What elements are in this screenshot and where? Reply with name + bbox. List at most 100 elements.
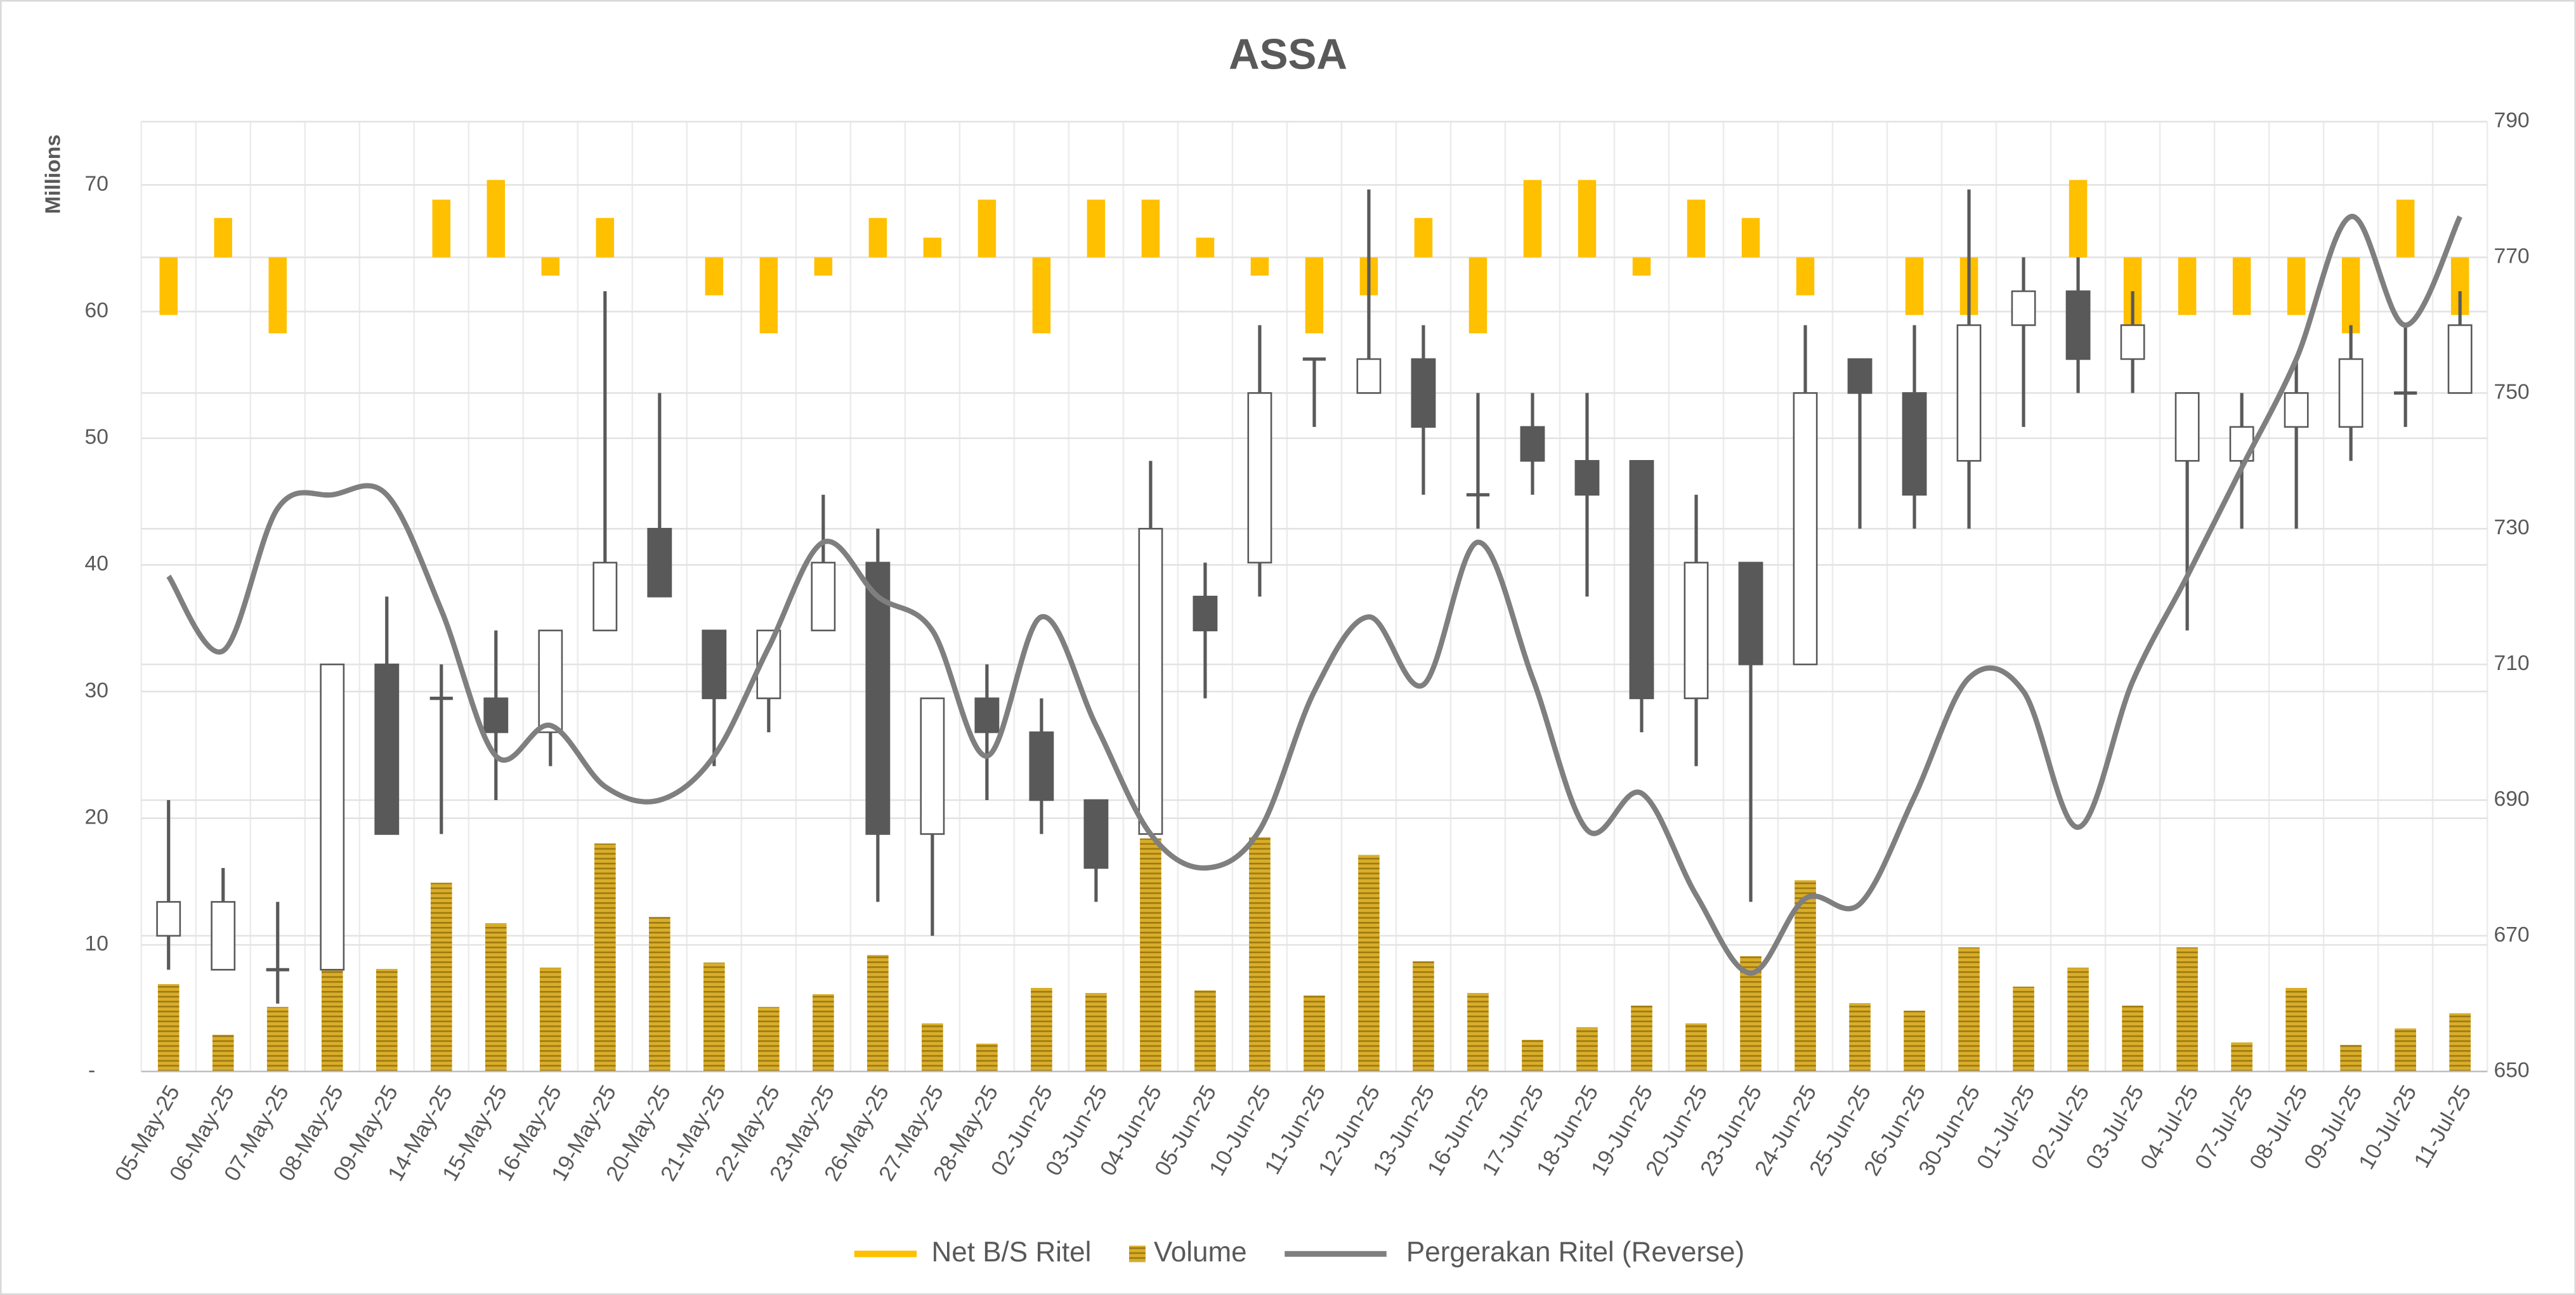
volume-bar xyxy=(2340,1044,2362,1072)
volume-bar xyxy=(2449,1013,2471,1072)
net-bar xyxy=(977,199,997,258)
candle-body xyxy=(1847,358,1873,394)
net-bar xyxy=(1578,180,1597,258)
grid xyxy=(140,121,2488,1073)
volume-bar xyxy=(1631,1005,1652,1072)
candle-body xyxy=(1083,799,1109,869)
ritel-line xyxy=(166,214,2462,976)
volume-bar xyxy=(648,917,670,1072)
volume-bar xyxy=(2122,1005,2143,1072)
volume-bar xyxy=(2285,988,2307,1072)
volume-bar xyxy=(976,1043,998,1072)
candle-body xyxy=(1193,595,1218,631)
volume-bar xyxy=(2067,968,2089,1072)
net-bar xyxy=(159,257,178,315)
net-bar xyxy=(1032,257,1051,334)
net-bar xyxy=(1414,218,1433,258)
y-tick-label: 50 xyxy=(84,426,108,449)
volume-bar xyxy=(1849,1002,1871,1072)
candle-body xyxy=(1138,527,1163,835)
net-bar xyxy=(268,257,287,334)
net-bar xyxy=(541,257,560,276)
net-bar xyxy=(2069,180,2088,258)
volume-bar xyxy=(485,923,507,1072)
net-bar xyxy=(1196,237,1215,258)
candle-body xyxy=(1738,562,1763,666)
plot xyxy=(156,180,2473,1072)
volume-bar xyxy=(1576,1027,1598,1072)
candle-body xyxy=(811,562,836,631)
legend-label: Volume xyxy=(1154,1237,1247,1268)
candle-body xyxy=(1684,562,1709,699)
net-bar xyxy=(214,218,232,258)
y2-tick-label: 670 xyxy=(2494,923,2530,947)
volume-bar xyxy=(1304,995,1325,1072)
candle-body xyxy=(1411,358,1436,428)
volume-bar xyxy=(1358,855,1380,1072)
candle-body xyxy=(374,663,400,835)
candle-body xyxy=(974,697,1000,733)
net-bar xyxy=(1141,199,1160,258)
net-bar xyxy=(1250,257,1269,276)
y-tick-label: 60 xyxy=(84,299,108,322)
chart-title: ASSA xyxy=(1229,30,1347,78)
volume-bar xyxy=(1140,838,1161,1072)
net-bar xyxy=(1687,199,1706,258)
volume-bar xyxy=(2395,1028,2416,1072)
volume-bar xyxy=(1031,988,1052,1072)
volume-bar xyxy=(266,1006,289,1072)
volume-bar xyxy=(2176,947,2198,1072)
net-bar xyxy=(1305,257,1324,334)
net-bar xyxy=(2341,257,2360,334)
candle-body xyxy=(211,901,236,971)
net-bar xyxy=(1468,257,1487,334)
candle-body xyxy=(538,629,563,733)
net-bar xyxy=(868,218,887,258)
y2-tick-label: 790 xyxy=(2494,109,2530,133)
net-bar xyxy=(2396,199,2415,258)
y2-tick-label: 750 xyxy=(2494,380,2530,404)
net-bar xyxy=(487,180,506,258)
net-bar xyxy=(705,257,724,296)
y-tick-label: 30 xyxy=(84,679,108,702)
volume-bar xyxy=(212,1034,234,1072)
net-bar xyxy=(1905,257,1924,315)
volume-bar xyxy=(1958,947,1980,1072)
y2-tick-label: 690 xyxy=(2494,787,2530,811)
y2-tick-label: 650 xyxy=(2494,1059,2530,1082)
y-tick-label: - xyxy=(88,1059,95,1082)
legend: Net B/S Ritel Volume Pergerakan Ritel (Rev… xyxy=(854,1237,1744,1268)
volume-bar xyxy=(539,968,561,1072)
y-tick-label: 70 xyxy=(84,172,108,195)
candle-body xyxy=(647,527,672,598)
candle-body xyxy=(1956,324,1982,462)
candle-body xyxy=(702,629,727,699)
volume-bar xyxy=(758,1006,780,1072)
y-axis-title: Millions xyxy=(41,135,65,214)
volume-bar xyxy=(813,994,834,1072)
candle-body xyxy=(2065,290,2091,360)
y-tick-label: 40 xyxy=(84,552,108,575)
net-bar xyxy=(759,257,778,334)
candle-body xyxy=(1629,460,1654,699)
volume-bar xyxy=(594,843,616,1072)
volume-bar xyxy=(2231,1042,2252,1072)
candle-body xyxy=(865,562,891,835)
volume-bar xyxy=(922,1023,943,1072)
volume-bar xyxy=(867,955,889,1072)
candle-body xyxy=(920,697,945,835)
net-bar xyxy=(2178,257,2197,315)
volume-bar xyxy=(1522,1039,1543,1072)
volume-bar xyxy=(1249,837,1271,1072)
volume-bar xyxy=(1194,990,1216,1072)
net-bar xyxy=(1523,180,1542,258)
volume-bar xyxy=(321,970,343,1072)
candle-body xyxy=(592,562,618,631)
volume-bar xyxy=(1795,880,1816,1072)
volume-bar xyxy=(1685,1023,1707,1072)
candle-body xyxy=(1793,392,1818,666)
candle-body xyxy=(2011,290,2036,326)
volume-bar xyxy=(376,969,398,1072)
